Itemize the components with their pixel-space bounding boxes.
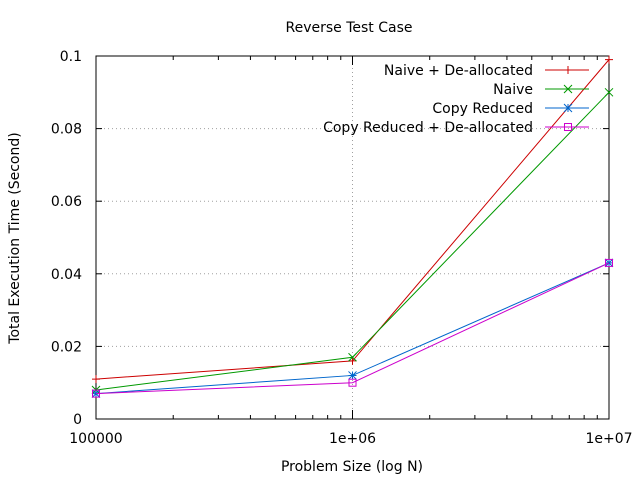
data-point <box>564 66 572 74</box>
series-line <box>95 262 610 395</box>
data-point <box>605 55 613 64</box>
x-tick-label: 1e+07 <box>585 431 632 447</box>
data-point <box>605 258 613 267</box>
legend-label: Copy Reduced <box>432 101 533 117</box>
x-tick-label: 1e+06 <box>329 431 376 447</box>
legend: Naive + De-allocated Naive Copy Reduced Cop… <box>323 63 589 136</box>
data-point <box>563 84 573 94</box>
legend-label: Naive <box>493 82 533 98</box>
data-point <box>92 389 100 398</box>
legend-label: Naive + De-allocated <box>384 63 533 79</box>
data-point <box>348 356 357 365</box>
data-point <box>348 371 357 380</box>
data-point <box>564 123 572 131</box>
ticks: 0 0.02 0.04 0.06 0.08 0.1 100000 1e+06 1e+07 <box>51 49 633 447</box>
y-tick-label: 0.06 <box>51 194 82 210</box>
chart-title: Reverse Test Case <box>285 20 412 36</box>
data-point <box>92 375 100 384</box>
data-point <box>348 352 357 362</box>
y-tick-label: 0 <box>73 412 82 428</box>
y-tick-label: 0.08 <box>51 122 82 138</box>
grid <box>96 56 609 419</box>
y-axis-label: Total Execution Time (Second) <box>7 132 23 344</box>
legend-label: Copy Reduced + De-allocated <box>323 120 533 136</box>
data-point <box>563 103 573 113</box>
y-tick-label: 0.1 <box>60 49 82 65</box>
y-tick-label: 0.04 <box>51 267 82 283</box>
x-tick-label: 100000 <box>69 431 122 447</box>
data-point <box>604 87 614 97</box>
series <box>91 55 614 398</box>
x-axis-label: Problem Size (log N) <box>281 459 423 475</box>
data-point <box>348 378 357 387</box>
y-tick-label: 0.02 <box>51 339 82 355</box>
